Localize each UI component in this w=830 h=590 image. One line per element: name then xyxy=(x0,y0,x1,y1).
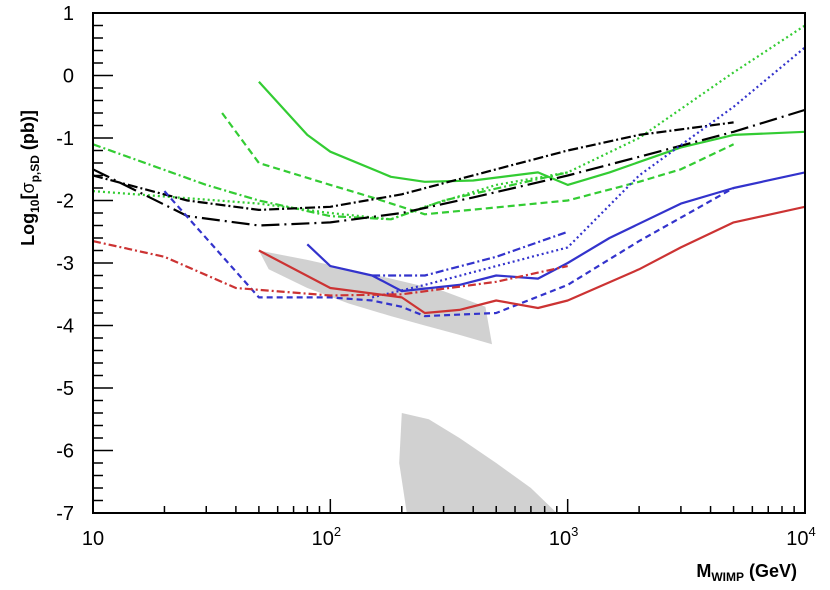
x-tick-label: 103 xyxy=(549,524,578,550)
series-green-dashed xyxy=(221,112,735,216)
x-tick-label: 10 xyxy=(82,528,104,550)
series-group xyxy=(93,24,805,318)
y-tick-label: -6 xyxy=(56,441,74,463)
series-red-dashdot xyxy=(93,240,568,297)
region-model-scan-upper xyxy=(258,250,492,345)
series-black-dashdot xyxy=(93,121,734,211)
region-model-scan-lower xyxy=(399,413,557,513)
series-black-longdash xyxy=(93,108,805,227)
x-tick-label: 104 xyxy=(786,524,815,550)
y-axis-title: Log10[σp,SD (pb)] xyxy=(18,110,42,246)
y-tick-label: -4 xyxy=(56,316,74,338)
y-tick-label: -7 xyxy=(56,503,74,525)
series-green-dashdot xyxy=(93,143,568,221)
y-tick-label: 1 xyxy=(63,3,74,25)
series-blue-dashdot xyxy=(372,230,569,277)
series-green-solid xyxy=(258,81,805,186)
plot-frame xyxy=(92,12,806,514)
x-tick-label: 102 xyxy=(312,524,341,550)
series-red-solid xyxy=(258,205,805,315)
regions-group xyxy=(258,250,557,513)
series-blue-dashed xyxy=(163,187,735,318)
series-blue-dotted xyxy=(371,46,805,299)
y-tick-label: -3 xyxy=(56,253,74,275)
y-tick-label: 0 xyxy=(63,66,74,88)
y-tick-label: -2 xyxy=(56,191,74,213)
plot-background xyxy=(93,13,805,513)
y-tick-label: -5 xyxy=(56,378,74,400)
x-axis-title: MWIMP (GeV) xyxy=(696,561,797,584)
y-tick-label: -1 xyxy=(56,128,74,150)
